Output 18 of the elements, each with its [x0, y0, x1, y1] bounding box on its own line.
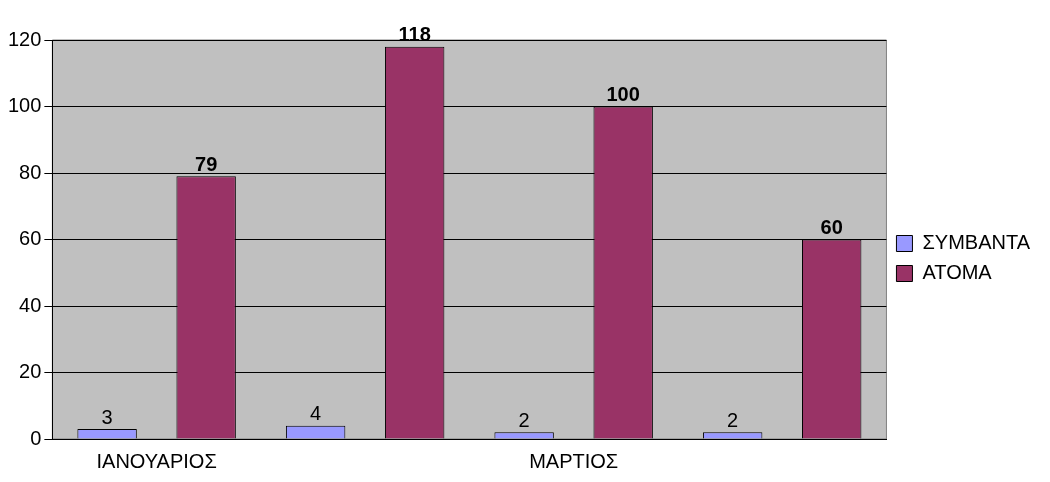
data-label: 60 [820, 216, 843, 239]
data-label: 2 [518, 408, 530, 431]
legend-label: ΣΥΜΒΑΝΤΑ [922, 231, 1031, 254]
legend-label: ΑΤΟΜΑ [922, 261, 993, 284]
data-label: 2 [727, 408, 739, 431]
y-tick-label: 60 [19, 227, 42, 250]
data-label: 100 [606, 83, 640, 106]
y-tick-label: 0 [30, 426, 42, 449]
x-tick-label: ΜΑΡΤΙΟΣ [529, 449, 619, 472]
x-tick-label: ΙΑΝΟΥΑΡΙΟΣ [96, 449, 217, 472]
data-label: 4 [310, 402, 322, 425]
y-tick-label: 80 [19, 160, 42, 183]
data-label: 79 [195, 152, 218, 175]
data-label: 3 [101, 405, 113, 428]
y-tick-label: 100 [7, 94, 42, 117]
y-tick-label: 40 [19, 293, 42, 316]
y-tick-label: 20 [19, 360, 42, 383]
y-tick-label: 120 [7, 27, 42, 50]
